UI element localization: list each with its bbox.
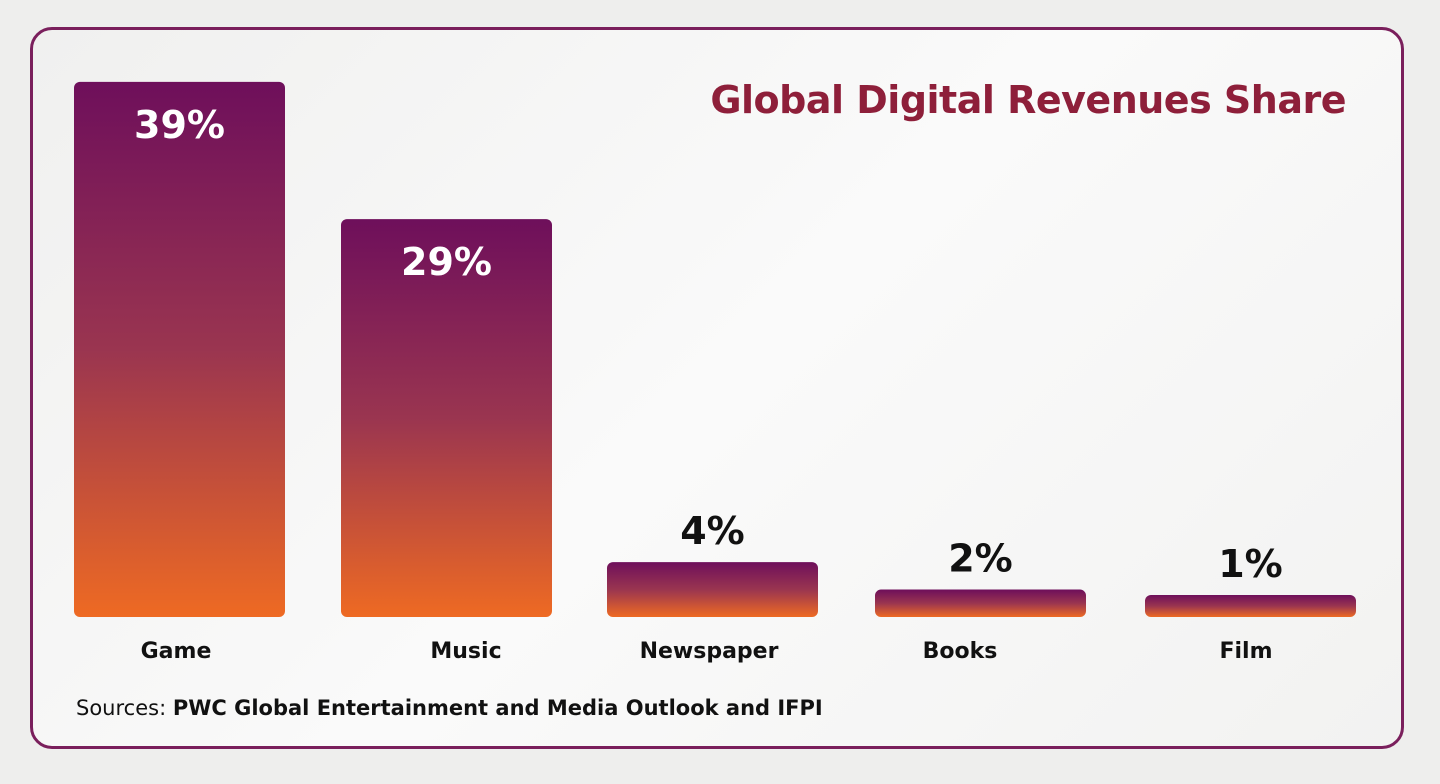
bar-film: [1145, 595, 1356, 617]
bar-game: [74, 81, 285, 618]
bar-books: [875, 589, 1086, 617]
category-label-books: Books: [923, 639, 998, 664]
value-label-music: 29%: [401, 240, 492, 284]
category-label-game: Game: [141, 639, 212, 664]
source-prefix: Sources:: [76, 696, 167, 720]
value-label-game: 39%: [134, 103, 225, 147]
category-label-newspaper: Newspaper: [640, 639, 779, 664]
value-label-books: 2%: [948, 537, 1013, 581]
source-text: PWC Global Entertainment and Media Outlo…: [172, 696, 823, 720]
source-note: Sources: PWC Global Entertainment and Me…: [76, 696, 823, 720]
value-label-newspaper: 4%: [680, 509, 745, 553]
category-label-music: Music: [430, 639, 501, 664]
category-label-film: Film: [1219, 639, 1272, 664]
chart-title: Global Digital Revenues Share: [710, 78, 1346, 122]
value-label-film: 1%: [1218, 542, 1283, 586]
bar-music: [341, 219, 552, 617]
bar-newspaper: [607, 562, 818, 617]
